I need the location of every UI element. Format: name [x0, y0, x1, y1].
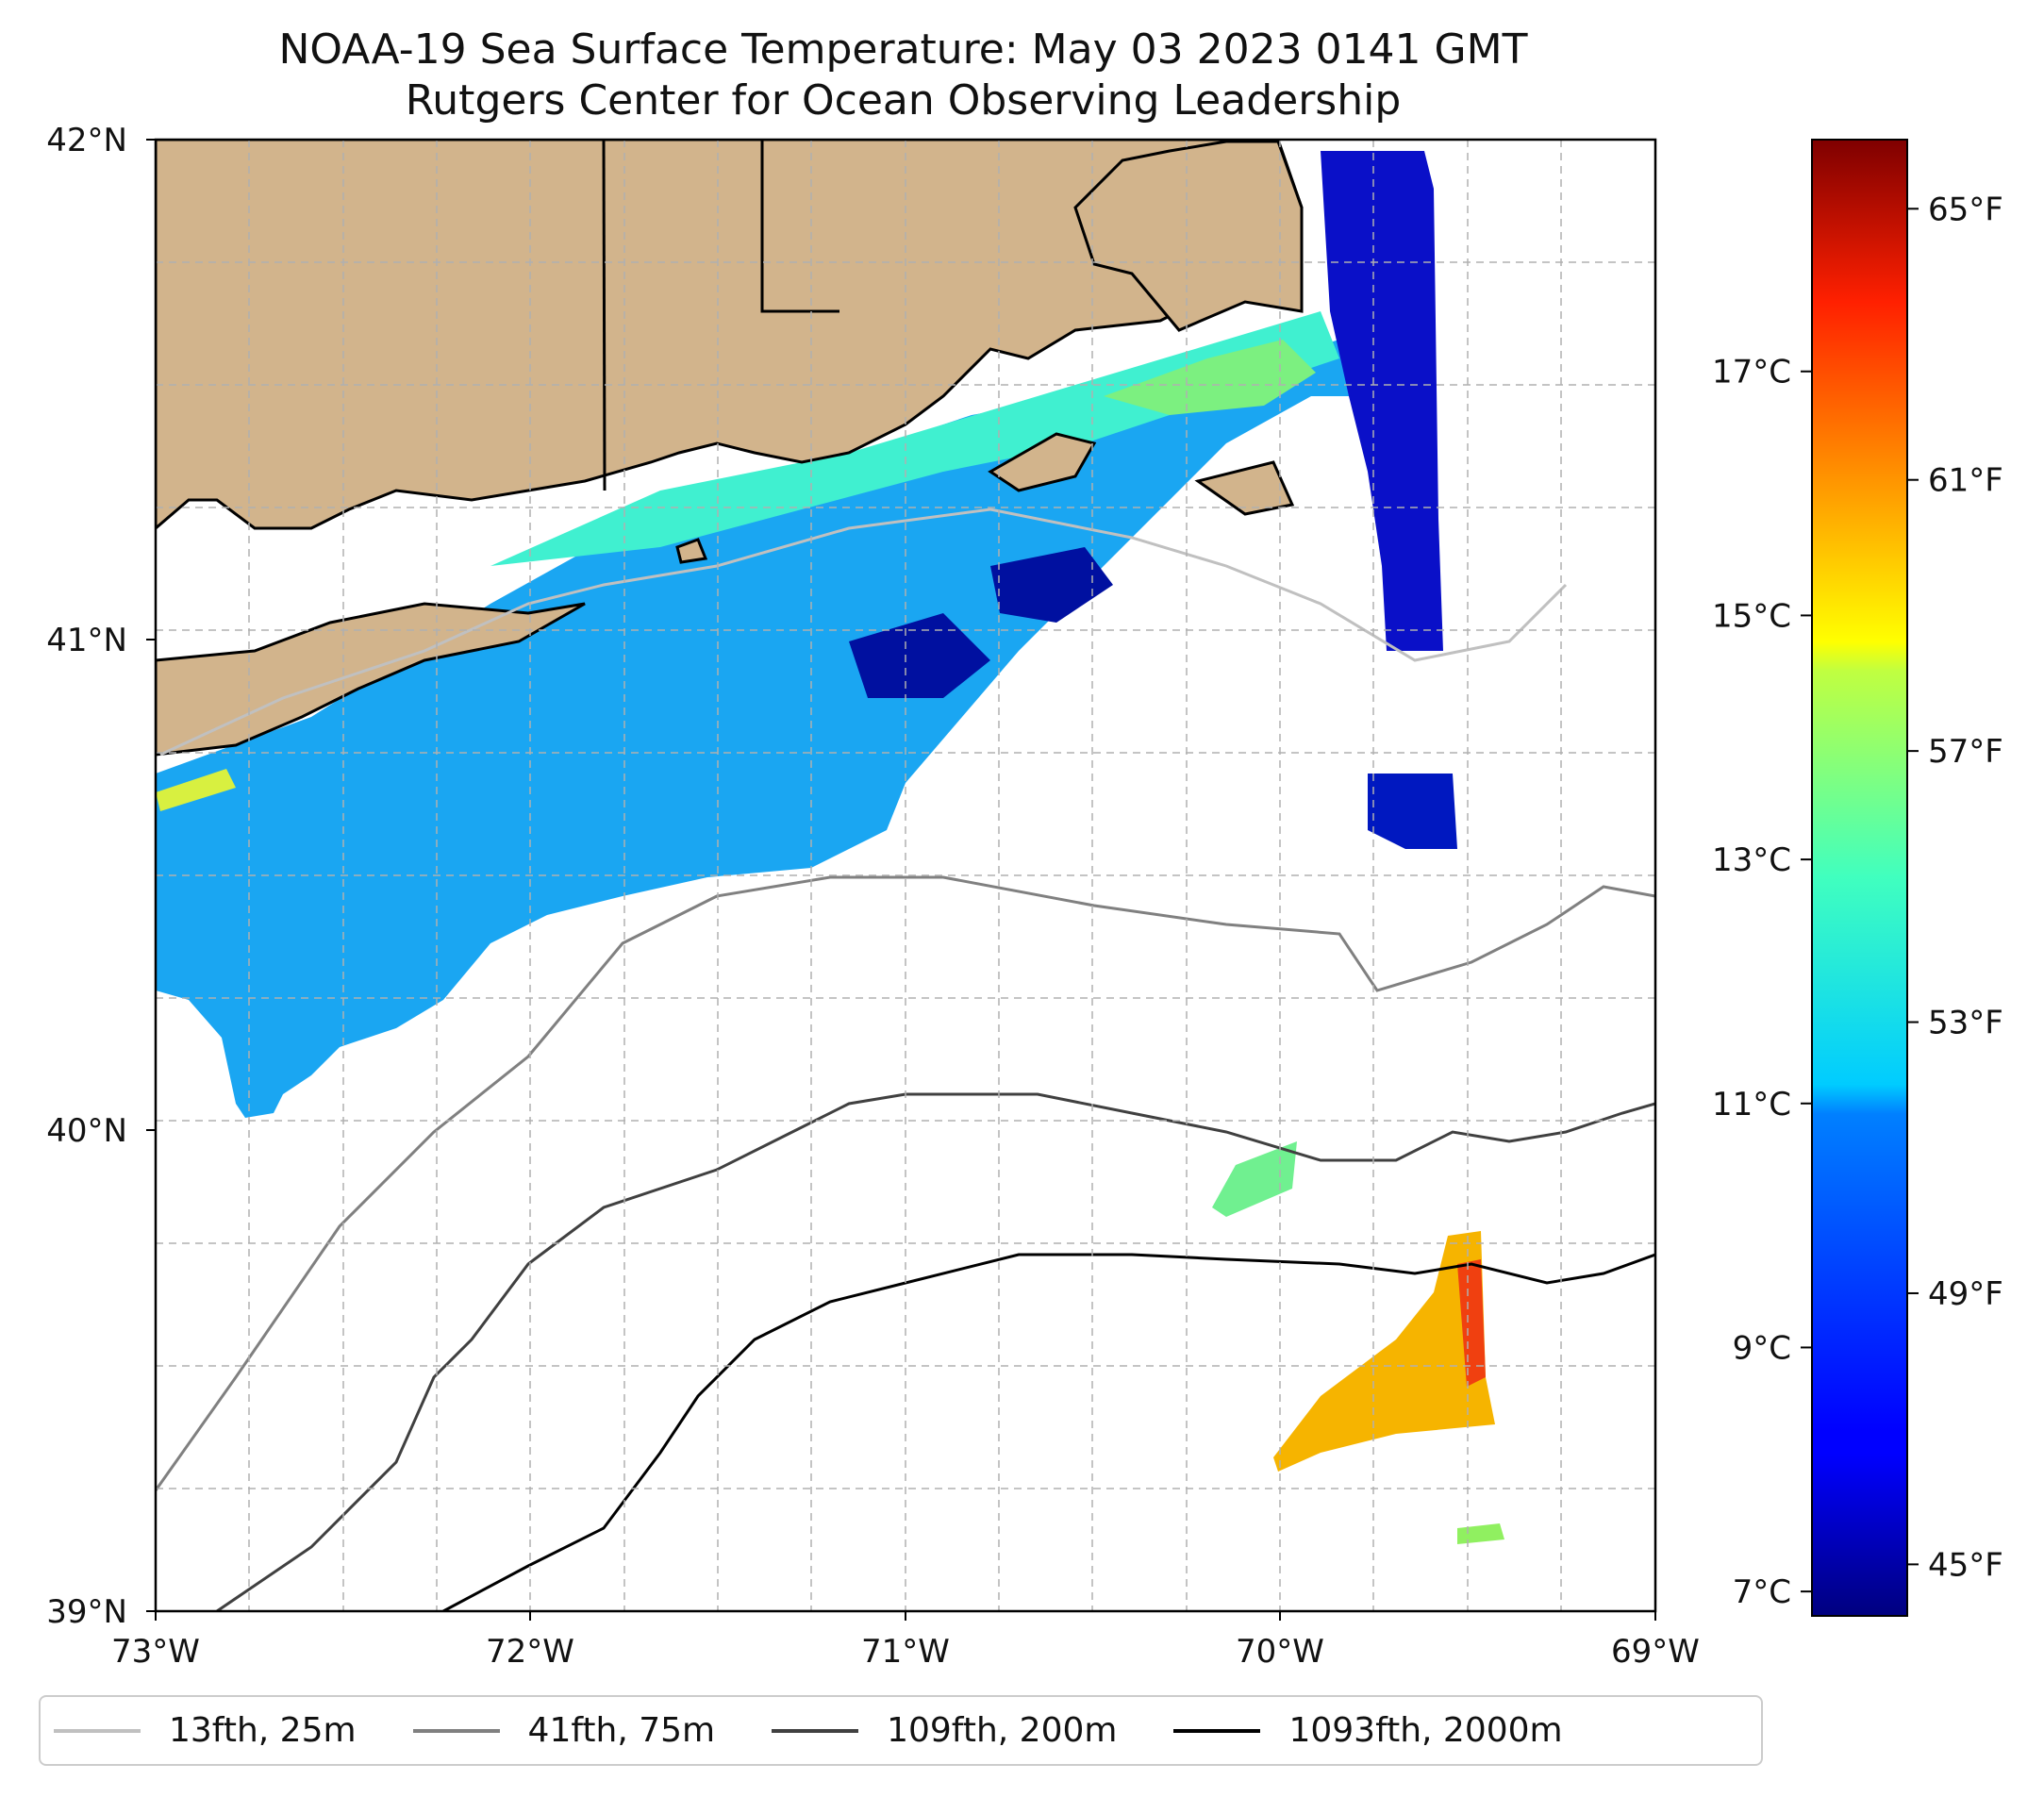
fahrenheit-label: 61°F [1928, 462, 2003, 500]
land-cape-cod [1073, 140, 1304, 332]
fahrenheit-label: 57°F [1928, 733, 2003, 771]
sst-patch-south-green [1212, 1141, 1297, 1217]
lat-label-41n: 41°N [46, 622, 127, 659]
state-border-2 [760, 140, 839, 313]
lon-label-73w: 73°W [111, 1633, 200, 1671]
lat-label-40n: 40°N [46, 1112, 127, 1150]
land-nantucket [1194, 460, 1295, 516]
fahrenheit-label: 49°F [1928, 1275, 2003, 1313]
sst-patch-warm-band [490, 311, 1339, 566]
contour-2000m [442, 1253, 1655, 1611]
lat-label-42n: 42°N [46, 122, 127, 159]
celsius-label: 13°C [1712, 841, 1791, 879]
legend-entry-2000m: 1093fth, 2000m [1173, 1711, 1563, 1750]
celsius-label: 9°C [1733, 1329, 1791, 1367]
legend-label-75m: 41fth, 75m [527, 1711, 716, 1750]
colorbar-celsius-axis: 17°C 15°C 13°C 11°C 9°C 7°C [1712, 354, 1812, 1611]
land-marthas-vineyard [988, 432, 1097, 492]
legend-swatch-25m [54, 1728, 141, 1733]
sst-patch-cold-spot-a [849, 613, 990, 698]
lon-label-69w: 69°W [1611, 1633, 1700, 1671]
axis-ticks [146, 139, 1656, 1621]
lat-label-39n: 39°N [46, 1593, 127, 1631]
contour-25m [159, 507, 1568, 757]
legend-swatch-75m [412, 1728, 500, 1733]
fahrenheit-label: 65°F [1928, 191, 2003, 228]
sst-patch-cold-east-lower [1368, 774, 1457, 849]
sst-patch-cold-spot-b [990, 547, 1113, 623]
legend-label-200m: 109fth, 200m [887, 1711, 1118, 1750]
celsius-label: 7°C [1733, 1573, 1791, 1611]
celsius-label: 11°C [1712, 1086, 1791, 1123]
legend-swatch-200m [772, 1728, 859, 1733]
celsius-label: 17°C [1712, 354, 1791, 391]
gridlines [156, 140, 1655, 1611]
sst-data-layer [156, 151, 1504, 1544]
contour-75m [156, 875, 1655, 1491]
chart-subtitle: Rutgers Center for Ocean Observing Leade… [405, 76, 1402, 125]
legend-label-25m: 13fth, 25m [169, 1711, 357, 1750]
legend-entry-75m: 41fth, 75m [412, 1711, 716, 1750]
sst-patch-nearshore-yellow [156, 769, 236, 811]
legend-entry-200m: 109fth, 200m [772, 1711, 1117, 1750]
celsius-label: 15°C [1712, 597, 1791, 635]
legend-entry-25m: 13fth, 25m [54, 1711, 357, 1750]
sst-patch-shelf [156, 311, 1387, 1118]
land-layer [156, 140, 1304, 757]
land-block-island [675, 538, 708, 564]
lon-label-71w: 71°W [861, 1633, 950, 1671]
sst-patch-cape-cod-green [1104, 340, 1316, 415]
lon-label-72w: 72°W [486, 1633, 574, 1671]
state-border-1 [602, 140, 607, 491]
land-long-island [156, 602, 586, 757]
sst-patch-small-south [1457, 1523, 1504, 1544]
legend-label-2000m: 1093fth, 2000m [1288, 1711, 1563, 1750]
latitude-labels: 42°N 41°N 40°N 39°N [46, 122, 127, 1631]
colorbar-fahrenheit-axis: 65°F 61°F 57°F 53°F 49°F 45°F [1907, 191, 2003, 1584]
depth-legend: 13fth, 25m 41fth, 75m 109fth, 200m 1093f… [39, 1695, 1763, 1766]
chart-title: NOAA-19 Sea Surface Temperature: May 03 … [278, 25, 1528, 74]
legend-swatch-2000m [1173, 1728, 1261, 1733]
lon-label-70w: 70°W [1236, 1633, 1324, 1671]
sst-patch-gulf-stream [1273, 1231, 1495, 1472]
fahrenheit-label: 53°F [1928, 1005, 2003, 1042]
colorbar [1811, 139, 1908, 1617]
fahrenheit-label: 45°F [1928, 1546, 2003, 1584]
longitude-labels: 73°W 72°W 71°W 70°W 69°W [111, 1633, 1700, 1671]
sst-patch-cold-east [1321, 151, 1443, 651]
sst-patch-gulf-stream-red [1457, 1259, 1486, 1387]
